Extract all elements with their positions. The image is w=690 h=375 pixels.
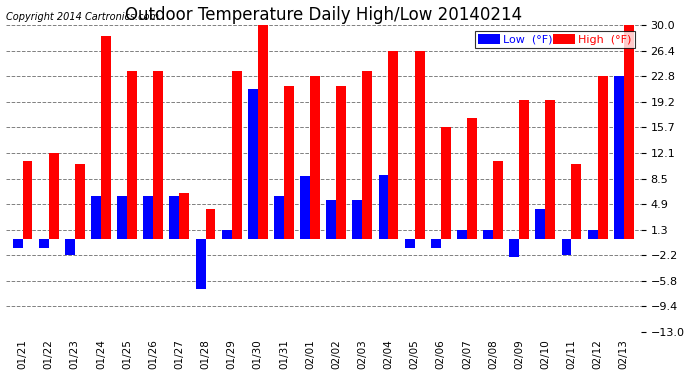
Bar [571, 164, 582, 239]
Bar [117, 196, 127, 239]
Bar [179, 193, 189, 239]
Bar [284, 86, 294, 239]
Bar [23, 160, 32, 239]
Bar [598, 76, 607, 239]
Bar [75, 164, 85, 239]
Bar [101, 36, 111, 239]
Bar [258, 25, 268, 239]
Bar [300, 176, 310, 239]
Bar [535, 209, 545, 239]
Bar [415, 51, 424, 239]
Legend: Low  (°F), High  (°F): Low (°F), High (°F) [475, 31, 635, 48]
Bar [405, 239, 415, 249]
Bar [65, 239, 75, 255]
Bar [310, 76, 320, 239]
Bar [441, 127, 451, 239]
Bar [467, 118, 477, 239]
Text: Copyright 2014 Cartronics.com: Copyright 2014 Cartronics.com [6, 12, 159, 22]
Bar [274, 196, 284, 239]
Bar [127, 72, 137, 239]
Bar [379, 175, 388, 239]
Bar [562, 239, 571, 255]
Bar [12, 239, 23, 249]
Bar [206, 209, 215, 239]
Bar [248, 89, 258, 239]
Bar [49, 153, 59, 239]
Bar [431, 239, 441, 249]
Bar [362, 72, 373, 239]
Bar [388, 51, 398, 239]
Bar [588, 230, 598, 239]
Bar [195, 239, 206, 289]
Bar [39, 239, 49, 249]
Bar [326, 200, 336, 239]
Bar [336, 86, 346, 239]
Bar [170, 196, 179, 239]
Bar [614, 76, 624, 239]
Bar [232, 72, 241, 239]
Bar [457, 230, 467, 239]
Bar [483, 230, 493, 239]
Bar [493, 160, 503, 239]
Bar [221, 230, 232, 239]
Bar [353, 200, 362, 239]
Bar [545, 100, 555, 239]
Bar [519, 100, 529, 239]
Title: Outdoor Temperature Daily High/Low 20140214: Outdoor Temperature Daily High/Low 20140… [125, 6, 522, 24]
Bar [624, 25, 633, 239]
Bar [91, 196, 101, 239]
Bar [153, 72, 163, 239]
Bar [509, 239, 519, 257]
Bar [144, 196, 153, 239]
